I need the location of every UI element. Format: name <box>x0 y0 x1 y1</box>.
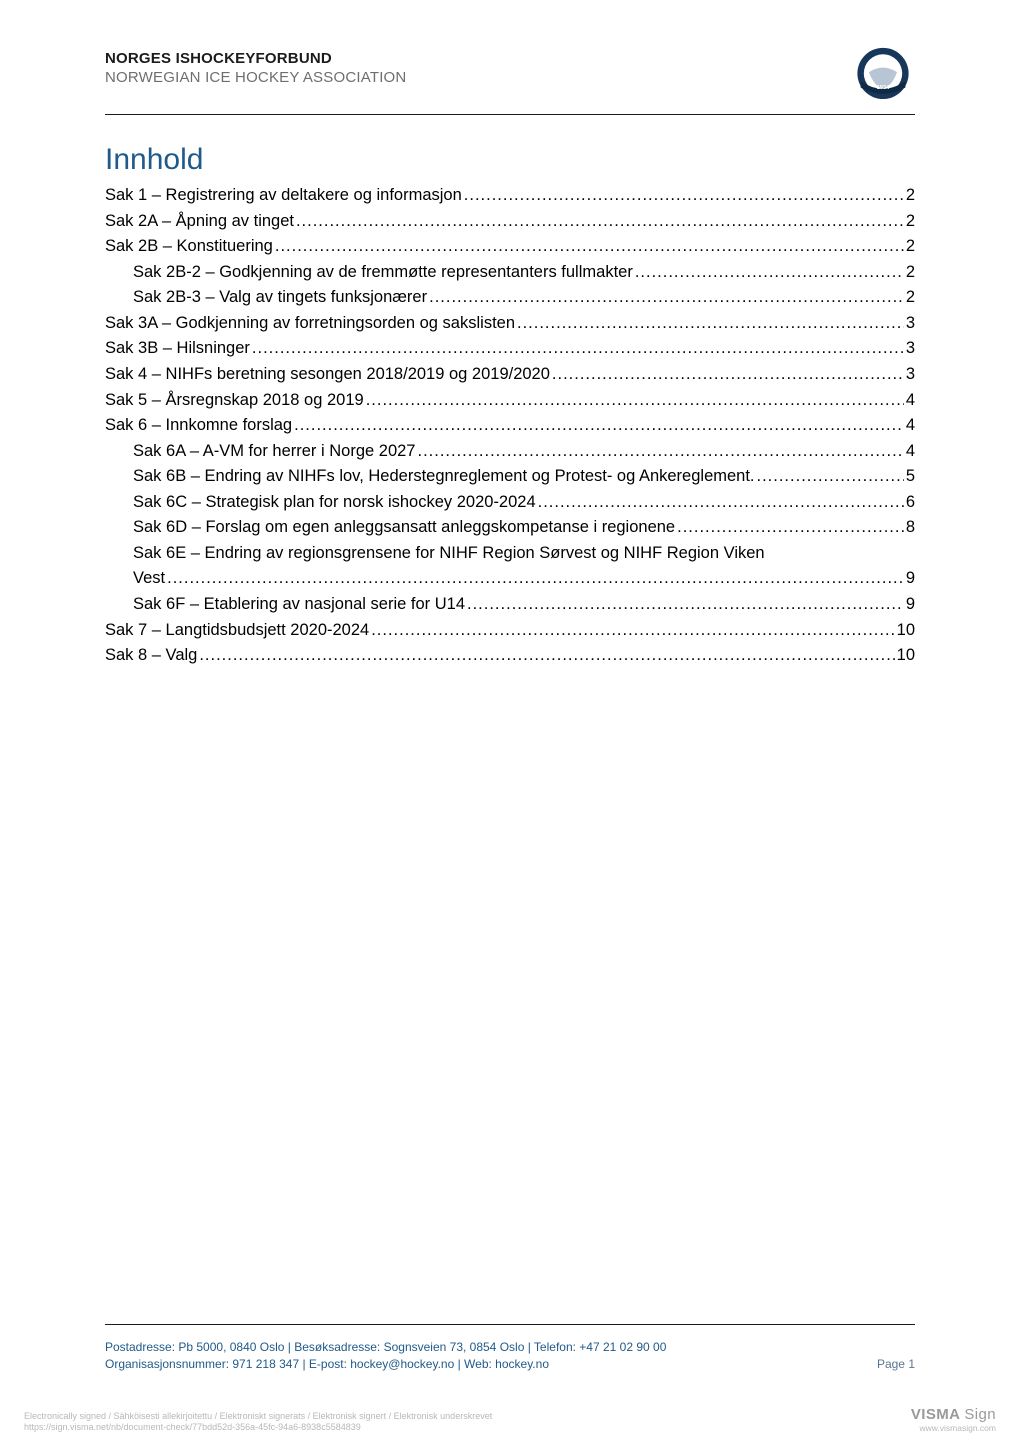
toc-leader-dots <box>371 618 894 644</box>
toc-entry-page: 3 <box>906 311 915 337</box>
toc-entry-label: Sak 6E – Endring av regionsgrensene for … <box>133 541 915 567</box>
toc-leader-dots <box>429 285 904 311</box>
toc-entry-label: Sak 6F – Etablering av nasjonal serie fo… <box>133 592 465 618</box>
toc-entry-label: Sak 8 – Valg <box>105 643 197 669</box>
toc-entry-page: 9 <box>906 566 915 592</box>
toc-entry-label: Sak 6A – A-VM for herrer i Norge 2027 <box>133 439 415 465</box>
toc-leader-dots <box>464 183 904 209</box>
esignature-verify-url: https://sign.visma.net/nb/document-check… <box>24 1422 492 1433</box>
toc-leader-dots <box>252 336 904 362</box>
toc-entry[interactable]: Sak 2B-2 – Godkjenning av de fremmøtte r… <box>105 260 915 286</box>
toc-entry-page: 4 <box>906 388 915 414</box>
toc-entry-label: Sak 3B – Hilsninger <box>105 336 250 362</box>
toc-entry-page: 4 <box>906 413 915 439</box>
toc-entry[interactable]: Sak 6A – A-VM for herrer i Norge 2027 4 <box>105 439 915 465</box>
toc-entry[interactable]: Sak 5 – Årsregnskap 2018 og 2019 4 <box>105 388 915 414</box>
toc-entry[interactable]: Sak 6B – Endring av NIHFs lov, Hedersteg… <box>105 464 915 490</box>
footer-address-line2: Organisasjonsnummer: 971 218 347 | E-pos… <box>105 1356 549 1373</box>
esignature-disclaimer: Electronically signed / Sähköisesti alle… <box>24 1411 492 1434</box>
toc-entry-label: Sak 2B-2 – Godkjenning av de fremmøtte r… <box>133 260 633 286</box>
toc-entry-label: Sak 1 – Registrering av deltakere og inf… <box>105 183 462 209</box>
org-name-primary: NORGES ISHOCKEYFORBUND <box>105 50 406 69</box>
visma-brand-bold: VISMA <box>911 1406 960 1423</box>
toc-leader-dots <box>294 413 904 439</box>
toc-entry-page: 10 <box>897 643 915 669</box>
table-of-contents: Sak 1 – Registrering av deltakere og inf… <box>105 183 915 669</box>
toc-leader-dots <box>538 490 904 516</box>
esignature-line1: Electronically signed / Sähköisesti alle… <box>24 1411 492 1422</box>
toc-entry-page: 9 <box>906 592 915 618</box>
toc-entry-label: Sak 3A – Godkjenning av forretningsorden… <box>105 311 515 337</box>
toc-entry-page: 8 <box>906 515 915 541</box>
toc-entry-page: 3 <box>906 362 915 388</box>
toc-leader-dots <box>366 388 904 414</box>
page-header: NORGES ISHOCKEYFORBUND NORWEGIAN ICE HOC… <box>105 50 915 108</box>
toc-entry-page: 2 <box>906 209 915 235</box>
toc-entry-page: 2 <box>906 260 915 286</box>
toc-leader-dots <box>417 439 903 465</box>
toc-entry-page: 3 <box>906 336 915 362</box>
visma-brand-thin: Sign <box>964 1406 996 1423</box>
esignature-strip: Electronically signed / Sähköisesti alle… <box>0 1403 1020 1443</box>
footer-divider <box>105 1324 915 1325</box>
toc-entry-page: 2 <box>906 285 915 311</box>
toc-entry-label: Sak 2A – Åpning av tinget <box>105 209 294 235</box>
toc-entry[interactable]: Sak 6C – Strategisk plan for norsk ishoc… <box>105 490 915 516</box>
toc-leader-dots <box>296 209 904 235</box>
footer-address-line1: Postadresse: Pb 5000, 0840 Oslo | Besøks… <box>105 1339 915 1356</box>
toc-entry-page: 6 <box>906 490 915 516</box>
toc-entry[interactable]: Sak 2B-3 – Valg av tingets funksjonærer 2 <box>105 285 915 311</box>
toc-entry-page: 4 <box>906 439 915 465</box>
toc-leader-dots <box>467 592 904 618</box>
page-number: Page 1 <box>877 1357 915 1371</box>
toc-entry-label: Sak 6B – Endring av NIHFs lov, Hedersteg… <box>133 464 755 490</box>
toc-entry[interactable]: Sak 7 – Langtidsbudsjett 2020-2024 10 <box>105 618 915 644</box>
toc-entry-label: Sak 2B – Konstituering <box>105 234 273 260</box>
toc-entry-label: Sak 7 – Langtidsbudsjett 2020-2024 <box>105 618 369 644</box>
toc-leader-dots <box>677 515 904 541</box>
toc-entry[interactable]: Sak 6 – Innkomne forslag 4 <box>105 413 915 439</box>
toc-entry[interactable]: Sak 2B – Konstituering 2 <box>105 234 915 260</box>
toc-entry[interactable]: Sak 4 – NIHFs beretning sesongen 2018/20… <box>105 362 915 388</box>
toc-entry-label-cont: Vest <box>133 566 165 592</box>
toc-entry-label: Sak 6D – Forslag om egen anleggsansatt a… <box>133 515 675 541</box>
toc-entry-label: Sak 2B-3 – Valg av tingets funksjonærer <box>133 285 427 311</box>
toc-entry[interactable]: Sak 3A – Godkjenning av forretningsorden… <box>105 311 915 337</box>
toc-title: Innhold <box>105 143 915 177</box>
toc-entry[interactable]: Sak 3B – Hilsninger 3 <box>105 336 915 362</box>
header-divider <box>105 114 915 115</box>
toc-entry-page: 2 <box>906 234 915 260</box>
page-footer: Postadresse: Pb 5000, 0840 Oslo | Besøks… <box>105 1324 915 1373</box>
org-logo-icon: 1934 <box>851 44 915 108</box>
toc-entry-page: 2 <box>906 183 915 209</box>
toc-entry[interactable]: Sak 6D – Forslag om egen anleggsansatt a… <box>105 515 915 541</box>
toc-leader-dots <box>517 311 904 337</box>
toc-entry-label: Sak 6C – Strategisk plan for norsk ishoc… <box>133 490 536 516</box>
toc-entry-label: Sak 5 – Årsregnskap 2018 og 2019 <box>105 388 364 414</box>
visma-sign-url: www.vismasign.com <box>911 1423 996 1433</box>
toc-entry[interactable]: Sak 2A – Åpning av tinget 2 <box>105 209 915 235</box>
toc-entry[interactable]: Sak 6E – Endring av regionsgrensene for … <box>105 541 915 592</box>
toc-leader-dots <box>275 234 904 260</box>
org-name-secondary: NORWEGIAN ICE HOCKEY ASSOCIATION <box>105 69 406 88</box>
toc-leader-dots <box>552 362 904 388</box>
document-page: NORGES ISHOCKEYFORBUND NORWEGIAN ICE HOC… <box>0 0 1020 1443</box>
esignature-brand-block: VISMA Sign www.vismasign.com <box>911 1406 996 1433</box>
toc-entry-label: Sak 4 – NIHFs beretning sesongen 2018/20… <box>105 362 550 388</box>
svg-text:1934: 1934 <box>877 85 891 91</box>
toc-entry-page: 5 <box>906 464 915 490</box>
toc-entry-label: Sak 6 – Innkomne forslag <box>105 413 292 439</box>
toc-entry-page: 10 <box>897 618 915 644</box>
toc-entry[interactable]: Sak 6F – Etablering av nasjonal serie fo… <box>105 592 915 618</box>
visma-sign-logo: VISMA Sign <box>911 1406 996 1423</box>
toc-entry[interactable]: Sak 1 – Registrering av deltakere og inf… <box>105 183 915 209</box>
toc-entry[interactable]: Sak 8 – Valg 10 <box>105 643 915 669</box>
toc-leader-dots <box>167 566 904 592</box>
org-name-block: NORGES ISHOCKEYFORBUND NORWEGIAN ICE HOC… <box>105 50 406 88</box>
toc-leader-dots <box>199 643 894 669</box>
toc-leader-dots <box>757 464 904 490</box>
toc-leader-dots <box>635 260 904 286</box>
